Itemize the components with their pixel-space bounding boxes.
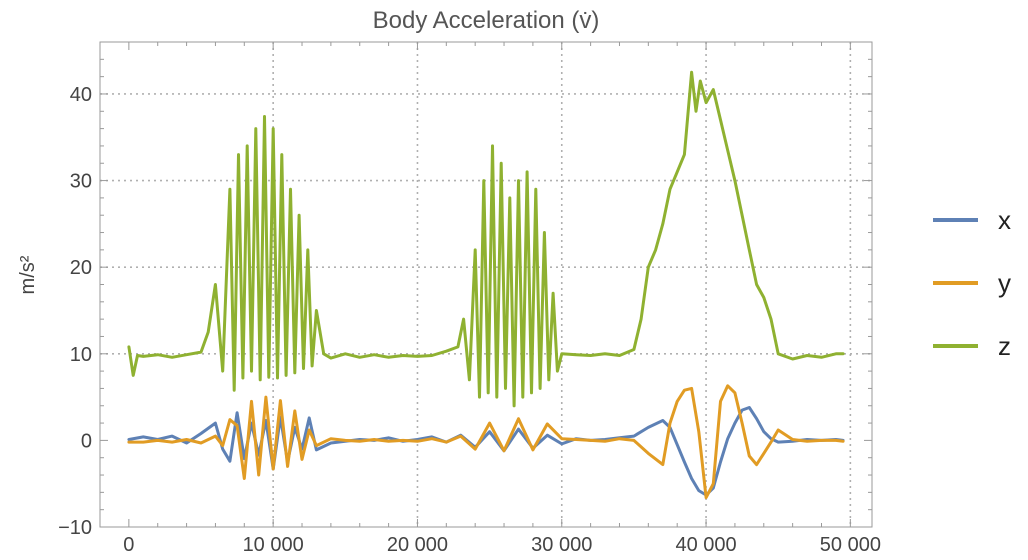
x-tick-label: 10 000 <box>243 534 304 556</box>
legend: x y z <box>933 205 1011 361</box>
series-line-y <box>127 384 845 500</box>
y-tick-label: 10 <box>70 344 92 366</box>
y-tick-label: 20 <box>70 257 92 279</box>
legend-label-y: y <box>998 268 1011 298</box>
x-tick-label: 0 <box>123 534 134 556</box>
x-tick-label: 20 000 <box>387 534 448 556</box>
y-tick-label: 40 <box>70 84 92 106</box>
x-tick-label: 50 000 <box>820 534 881 556</box>
chart-title: Body Acceleration (v̇) <box>373 7 600 34</box>
series-line-x <box>127 406 845 497</box>
series-line-z <box>127 70 845 408</box>
axis-ticks: 0 10 000 20 000 30 000 40 000 50 000 −10 0 10 20 3… <box>58 42 881 556</box>
y-tick-label: 30 <box>70 171 92 193</box>
series-lines <box>127 70 845 500</box>
legend-label-x: x <box>998 205 1011 235</box>
y-axis-label: m/s² <box>17 255 39 294</box>
x-tick-label: 40 000 <box>675 534 736 556</box>
legend-label-z: z <box>998 331 1011 361</box>
y-tick-label: −10 <box>58 517 92 539</box>
y-tick-label: 0 <box>81 430 92 452</box>
x-tick-label: 30 000 <box>531 534 592 556</box>
